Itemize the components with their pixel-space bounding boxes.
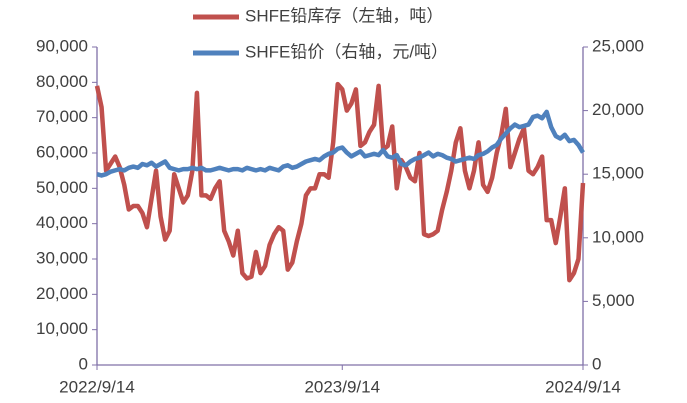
x-tick-label: 2022/9/14 [59,377,135,396]
x-tick-label: 2024/9/14 [545,377,621,396]
y-tick-label: 90,000 [36,36,88,55]
y2-tick-label: 0 [592,354,601,373]
x-tick-label: 2023/9/14 [304,377,380,396]
y-tick-label: 40,000 [36,213,88,232]
y-tick-label: 60,000 [36,142,88,161]
series-line [96,109,585,178]
y-tick-label: 80,000 [36,72,88,91]
y-tick-label: 30,000 [36,248,88,267]
y-tick-label: 10,000 [36,319,88,338]
y2-tick-label: 10,000 [592,227,644,246]
y2-tick-label: 20,000 [592,100,644,119]
y-tick-label: 0 [79,354,88,373]
legend-label: SHFE铅价（右轴，元/吨） [245,42,448,61]
y-tick-label: 50,000 [36,178,88,197]
y-tick-label: 70,000 [36,107,88,126]
y2-tick-label: 5,000 [592,291,635,310]
legend-label: SHFE铅库存（左轴，吨） [245,6,443,25]
series-line [94,81,586,283]
y2-tick-label: 15,000 [592,164,644,183]
y-tick-label: 20,000 [36,284,88,303]
y2-tick-label: 25,000 [592,36,644,55]
